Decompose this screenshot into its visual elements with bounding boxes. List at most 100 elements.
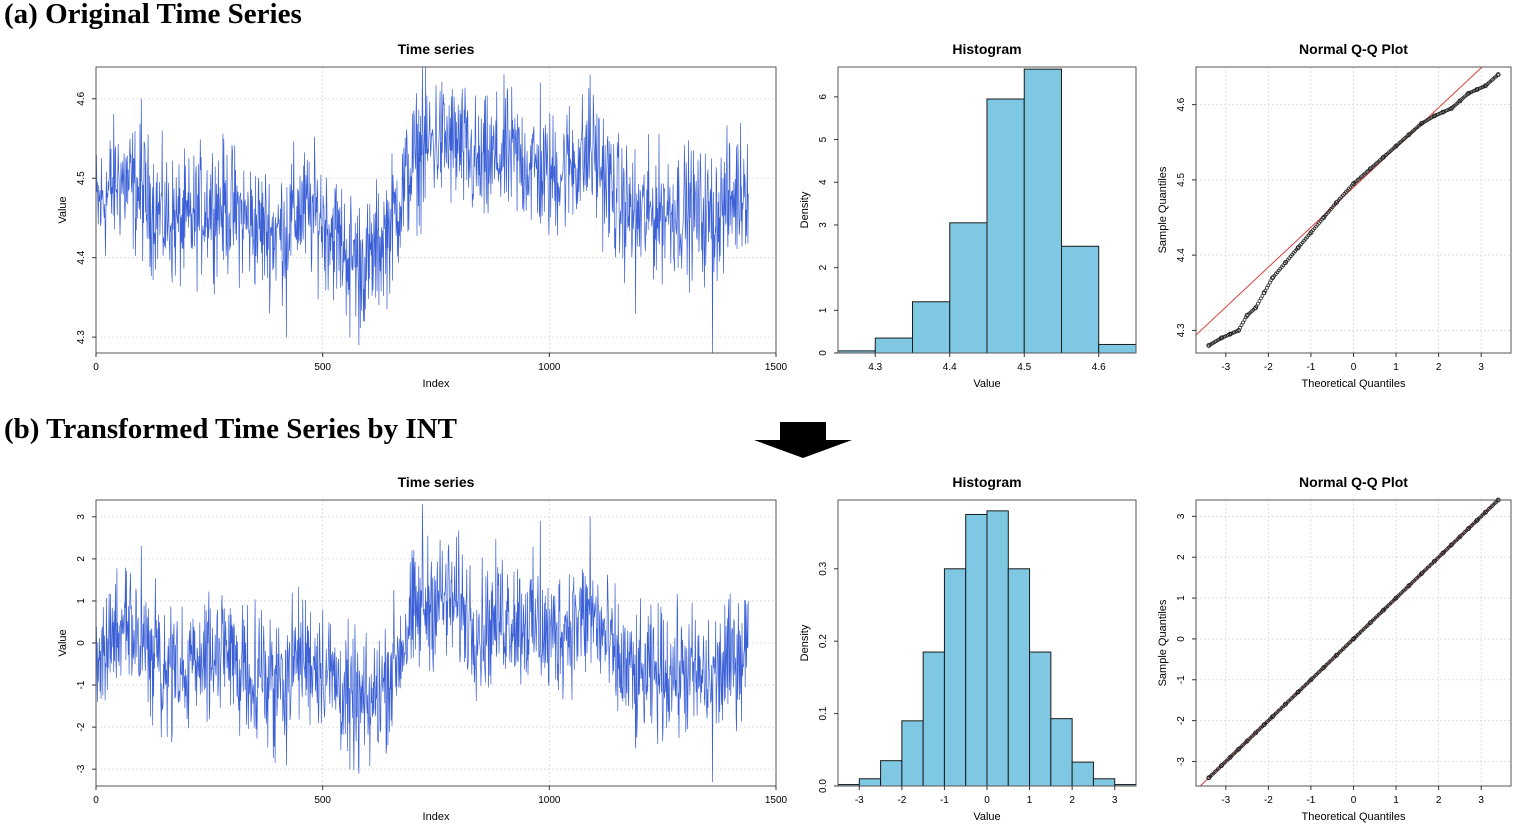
- qq-point: [1261, 722, 1267, 728]
- qq-point: [1308, 230, 1314, 235]
- x-tick-label: -3: [1221, 362, 1230, 373]
- qq-point: [1466, 526, 1471, 531]
- qq-point: [1270, 714, 1276, 719]
- hist-bar: [858, 778, 882, 787]
- hist-bar: [1029, 651, 1052, 787]
- hist-bar: [1023, 68, 1062, 354]
- y-tick-label: 0.2: [818, 634, 829, 648]
- x-tick-label: 1: [1027, 795, 1033, 806]
- qq-point: [1431, 113, 1437, 119]
- chart-b-ts: Time series 0 500 1000 1500 -3 -2 -1 0 1 2 3 Index Va…: [57, 474, 788, 823]
- x-tick-label: 3: [1478, 362, 1484, 373]
- chart-title: Histogram: [952, 41, 1021, 57]
- qq-point: [1419, 121, 1425, 126]
- down-arrow-icon: [754, 422, 852, 458]
- x-axis-label: Value: [973, 811, 1000, 823]
- hist-bar: [943, 568, 967, 787]
- x-tick-label: -2: [1264, 795, 1273, 806]
- x-tick-label: 1500: [765, 795, 788, 806]
- x-tick-label: 1000: [538, 362, 561, 373]
- qq-point: [1351, 636, 1356, 642]
- y-tick-label: -1: [1176, 675, 1187, 684]
- y-tick-label: 0.1: [818, 706, 829, 720]
- x-tick-label: 3: [1112, 795, 1118, 806]
- y-tick-label: 4.6: [76, 91, 87, 105]
- y-tick-label: 4.3: [1176, 323, 1187, 337]
- y-tick-label: 4.3: [76, 330, 87, 344]
- y-axis-label: Sample Quantiles: [1157, 166, 1169, 253]
- x-axis-label: Index: [423, 378, 450, 390]
- y-tick-label: 4.4: [1176, 248, 1187, 262]
- qq-point: [1440, 109, 1446, 115]
- y-axis-label: Density: [799, 191, 811, 228]
- qq-point: [1457, 534, 1463, 540]
- qq-point: [1368, 166, 1373, 172]
- x-tick-label: 1000: [538, 795, 561, 806]
- hist-bar: [912, 301, 951, 354]
- qq-point: [1241, 320, 1245, 325]
- x-tick-label: 2: [1436, 362, 1442, 373]
- chart-title: Time series: [398, 41, 475, 57]
- y-tick-label: 3: [1176, 513, 1187, 519]
- y-tick-label: 0: [1176, 636, 1187, 642]
- x-tick-label: -1: [940, 795, 949, 806]
- qq-point: [1244, 312, 1250, 318]
- qq-point: [1282, 701, 1288, 707]
- qq-point: [1265, 286, 1269, 290]
- x-tick-label: 1: [1393, 362, 1399, 373]
- y-tick-label: 4.6: [1176, 97, 1187, 111]
- qq-point: [1227, 331, 1233, 337]
- qq-point: [1256, 301, 1260, 306]
- y-tick-label: 6: [818, 94, 829, 100]
- x-tick-label: -1: [1306, 795, 1315, 806]
- y-tick-label: 0: [76, 640, 87, 646]
- y-tick-label: -3: [1176, 757, 1187, 766]
- qq-point: [1266, 283, 1271, 288]
- y-tick-label: -3: [76, 764, 87, 773]
- x-tick-label: -2: [1264, 362, 1273, 373]
- qq-point: [1334, 652, 1339, 658]
- qq-point: [1483, 509, 1488, 515]
- x-tick-label: 0: [1351, 795, 1357, 806]
- y-tick-label: 1: [1176, 595, 1187, 601]
- qq-point: [1261, 290, 1267, 296]
- hist-bar: [1071, 761, 1094, 787]
- qq-point: [1466, 90, 1471, 96]
- y-axis-label: Sample Quantiles: [1157, 599, 1169, 686]
- chart-title: Normal Q-Q Plot: [1299, 41, 1408, 57]
- qq-point: [1457, 98, 1463, 104]
- qq-point: [1253, 730, 1258, 736]
- qq-point: [1219, 763, 1224, 768]
- x-tick-label: 0: [984, 795, 990, 806]
- qq-reference-line: [1196, 67, 1483, 336]
- hist-bar: [1098, 343, 1137, 354]
- qq-point: [1406, 583, 1412, 589]
- hist-bar: [880, 760, 903, 787]
- x-axis-label: Index: [423, 811, 450, 823]
- chart-a-hist: Histogram 4.3 4.4 4.5 4.6 0 1 2 3 4 5 6 Value Density: [799, 41, 1137, 390]
- qq-point: [1440, 550, 1446, 556]
- x-tick-label: -1: [1306, 362, 1315, 373]
- y-tick-label: 4.5: [76, 171, 87, 185]
- hist-bar: [922, 651, 945, 787]
- qq-point: [1253, 305, 1258, 311]
- y-tick-label: -1: [76, 680, 87, 689]
- x-tick-label: 500: [314, 362, 331, 373]
- x-tick-label: 1500: [765, 362, 788, 373]
- hist-bar: [1050, 718, 1073, 787]
- qq-point: [1393, 595, 1399, 601]
- qq-point: [1259, 296, 1263, 301]
- x-tick-label: 1: [1393, 795, 1399, 806]
- hist-bar: [901, 720, 924, 787]
- chart-b-qq: Normal Q-Q Plot -3 -2 -1 0 1 2 3 -3 -2 -1 0 1 2 3 Theor…: [1157, 474, 1512, 823]
- qq-point: [1393, 143, 1399, 149]
- qq-point: [1206, 775, 1212, 781]
- x-axis-label: Theoretical Quantiles: [1302, 811, 1406, 823]
- section-a-title: (a) Original Time Series: [4, 0, 302, 30]
- qq-point: [1236, 746, 1241, 752]
- chart-title: Time series: [398, 474, 475, 490]
- hist-bar: [986, 510, 1009, 787]
- x-tick-label: 4.4: [943, 362, 957, 373]
- y-tick-label: 4.4: [76, 250, 87, 264]
- qq-point: [1219, 335, 1224, 341]
